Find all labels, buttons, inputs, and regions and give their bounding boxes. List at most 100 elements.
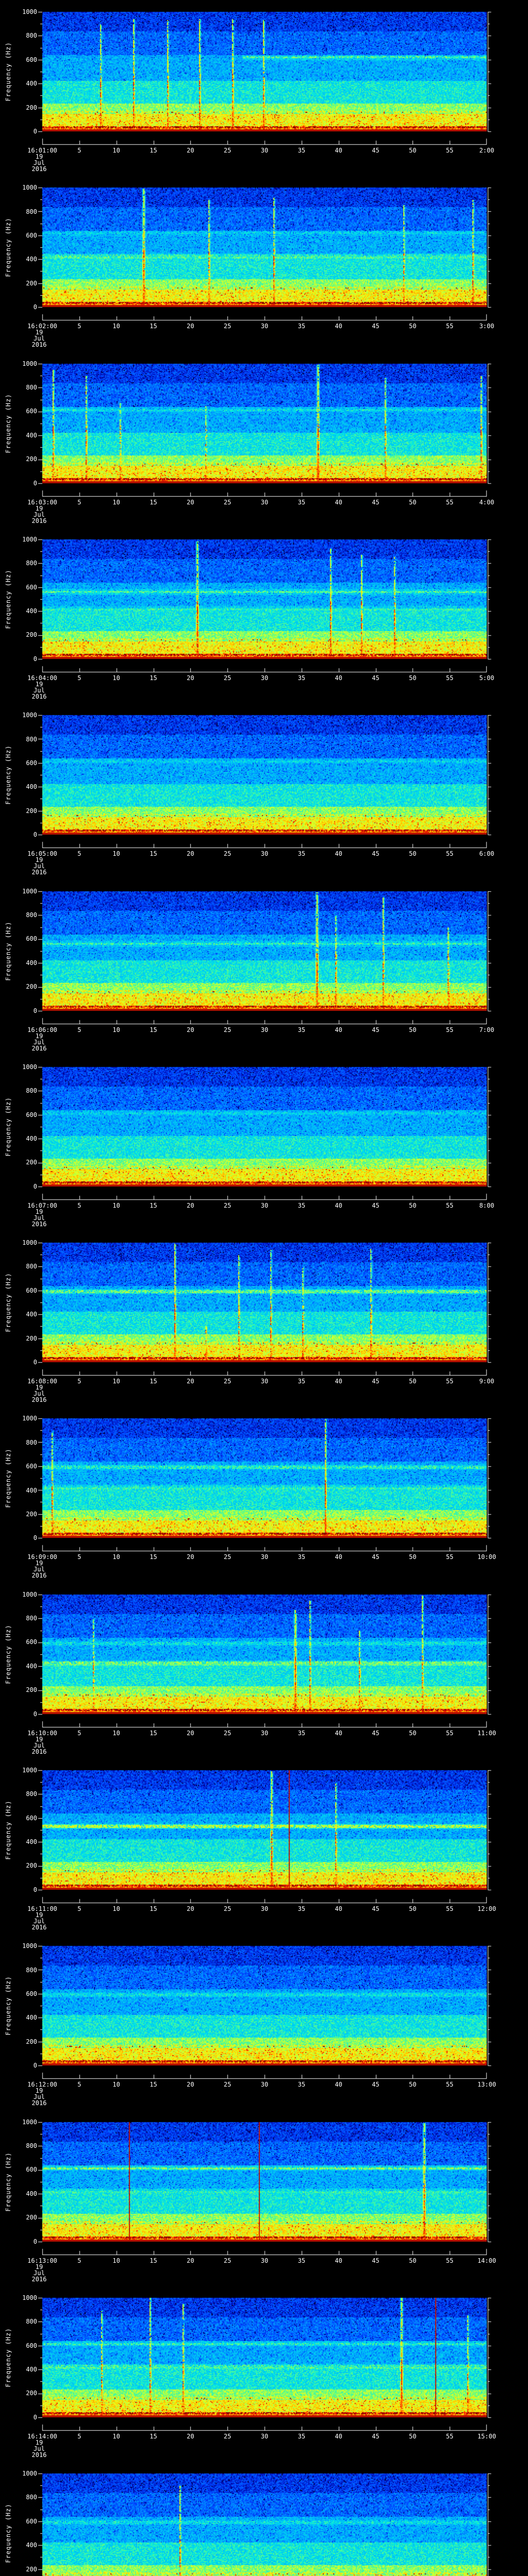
frequency-axis-label: Frequency (Hz) [5,745,12,805]
x-tick-label: 10 [112,1026,120,1033]
x-tick-label: 30 [260,1378,269,1385]
x-tick-label: 10 [112,147,120,154]
x-tick-label: 50 [409,2432,417,2440]
x-tick-label: 10 [112,2081,120,2089]
x-tick-label: 55 [446,498,454,506]
y-tick-label: 800 [26,2494,37,2501]
y-tick-label: 800 [26,383,37,391]
y-tick-label: 400 [26,1311,37,1318]
x-tick-label: 55 [446,674,454,682]
x-tick-label: 5 [77,1026,81,1033]
x-tick-label: 40 [335,2432,342,2440]
date-month-label: Jul [34,1390,45,1398]
y-tick-label: 600 [26,1990,37,1997]
y-tick-label: 1000 [22,887,37,895]
y-tick-label: 400 [26,1662,37,1670]
x-tick-label: 35 [298,147,306,154]
x-tick-label: 50 [409,2081,417,2089]
y-tick-label: 600 [26,2517,37,2525]
frequency-axis-label: Frequency (Hz) [5,394,12,453]
x-tick-label: 35 [298,2432,306,2440]
x-tick-label: 5 [77,850,81,858]
x-tick-label: 40 [335,850,342,858]
x-tick-label: 40 [335,1905,342,1912]
y-tick-label: 400 [26,431,37,439]
x-tick-label: 20 [187,498,194,506]
y-tick-label: 600 [26,408,37,415]
spectrogram-panel-12: Frequency (Hz) 0 200 400 600 800 1000 5 10 15 20 25… [0,1934,528,2111]
x-tick-label: 20 [187,2432,194,2440]
x-tick-label: 30 [260,147,269,154]
end-time-label: 11:00 [477,1729,497,1737]
date-month-label: Jul [34,1741,45,1749]
start-time-label: 16:04:00 [27,674,57,682]
y-tick-label: 400 [26,783,37,791]
y-tick-label: 0 [33,303,37,311]
spectrogram-canvas [0,1406,528,1583]
x-tick-label: 55 [446,1201,454,1209]
x-tick-label: 15 [150,323,157,330]
y-tick-label: 1000 [22,1766,37,1774]
end-time-label: 4:00 [479,498,494,506]
x-tick-label: 10 [112,323,120,330]
y-tick-label: 400 [26,80,37,88]
date-month-label: Jul [34,511,45,518]
start-time-label: 16:06:00 [27,1026,57,1033]
date-day-label: 19 [35,2438,43,2446]
date-day-label: 19 [35,329,43,336]
spectrogram-panel-3: Frequency (Hz) 0 200 400 600 800 1000 5 10 15 20 25… [0,351,528,528]
spectrogram-canvas [0,527,528,704]
y-tick-label: 0 [33,2238,37,2245]
start-time-label: 16:11:00 [27,1905,57,1912]
spectrogram-canvas [0,1758,528,1935]
x-tick-label: 50 [409,1378,417,1385]
date-year-label: 2016 [31,1572,47,1580]
x-tick-label: 10 [112,1729,120,1737]
y-tick-label: 200 [26,455,37,463]
y-tick-label: 200 [26,807,37,815]
frequency-axis-label: Frequency (Hz) [5,1800,12,1860]
spectrogram-canvas [0,176,528,352]
y-tick-label: 200 [26,1686,37,1694]
x-tick-label: 20 [187,2081,194,2089]
x-tick-label: 30 [260,1729,269,1737]
y-tick-label: 1000 [22,184,37,192]
y-tick-label: 1000 [22,535,37,543]
x-tick-label: 45 [372,498,380,506]
start-time-label: 16:02:00 [27,323,57,330]
x-tick-label: 45 [372,2257,380,2264]
x-tick-label: 10 [112,674,120,682]
date-month-label: Jul [34,335,45,343]
y-tick-label: 1000 [22,1590,37,1598]
date-day-label: 19 [35,856,43,864]
date-year-label: 2016 [31,2275,47,2283]
x-tick-label: 35 [298,1201,306,1209]
frequency-axis-label: Frequency (Hz) [5,921,12,981]
x-tick-label: 15 [150,850,157,858]
x-tick-label: 15 [150,2432,157,2440]
y-tick-label: 400 [26,256,37,263]
x-tick-label: 25 [223,674,232,682]
y-tick-label: 200 [26,104,37,111]
date-year-label: 2016 [31,1220,47,1228]
x-tick-label: 40 [335,2081,342,2089]
y-tick-label: 1000 [22,1942,37,1950]
x-tick-label: 30 [260,1201,269,1209]
x-tick-label: 10 [112,1905,120,1912]
start-time-label: 16:08:00 [27,1378,57,1385]
y-tick-label: 1000 [22,2470,37,2478]
y-tick-label: 800 [26,1614,37,1622]
end-time-label: 12:00 [477,1905,497,1912]
x-tick-label: 20 [187,323,194,330]
frequency-axis-label: Frequency (Hz) [5,1624,12,1684]
y-tick-label: 0 [33,2062,37,2070]
x-tick-label: 35 [298,674,306,682]
y-tick-label: 200 [26,2214,37,2222]
y-tick-label: 0 [33,1359,37,1366]
x-tick-label: 30 [260,498,269,506]
x-tick-label: 20 [187,1026,194,1033]
spectrogram-panel-11: Frequency (Hz) 0 200 400 600 800 1000 5 10 15 20 25… [0,1758,528,1935]
x-tick-label: 40 [335,1729,342,1737]
date-month-label: Jul [34,2269,45,2277]
x-tick-label: 25 [223,1905,232,1912]
